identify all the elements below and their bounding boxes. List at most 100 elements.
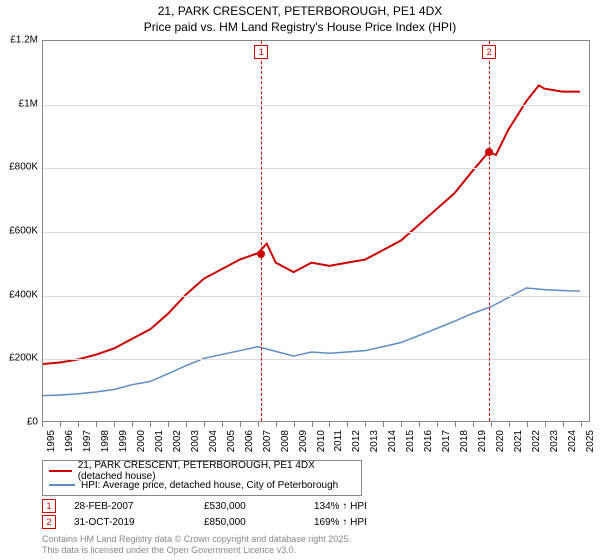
sale-price-2: £850,000 xyxy=(204,517,314,528)
sale-row-2: 2 31-OCT-2019 £850,000 169% ↑ HPI xyxy=(42,514,404,530)
x-tick xyxy=(150,422,151,427)
x-axis-label: 2014 xyxy=(387,430,398,460)
sale-date-1: 28-FEB-2007 xyxy=(74,501,204,512)
x-tick xyxy=(527,422,528,427)
x-axis-label: 2002 xyxy=(172,430,183,460)
chart-svg xyxy=(43,41,589,421)
sale-row-1: 1 28-FEB-2007 £530,000 134% ↑ HPI xyxy=(42,498,404,514)
x-tick xyxy=(473,422,474,427)
x-tick xyxy=(545,422,546,427)
x-axis-label: 2023 xyxy=(549,430,560,460)
y-axis-label: £600K xyxy=(2,226,38,237)
chart-legend: 21, PARK CRESCENT, PETERBOROUGH, PE1 4DX… xyxy=(42,460,362,496)
gridline-h xyxy=(43,296,589,297)
series-property-line xyxy=(43,85,580,364)
x-tick xyxy=(312,422,313,427)
sales-table: 1 28-FEB-2007 £530,000 134% ↑ HPI 2 31-O… xyxy=(42,498,404,530)
x-tick xyxy=(437,422,438,427)
sale-marker-1: 1 xyxy=(42,499,56,513)
x-axis-label: 1995 xyxy=(46,430,57,460)
gridline-h xyxy=(43,359,589,360)
x-axis-label: 2009 xyxy=(298,430,309,460)
x-axis-label: 2008 xyxy=(280,430,291,460)
x-axis-label: 2011 xyxy=(333,430,344,460)
x-tick xyxy=(96,422,97,427)
x-tick xyxy=(365,422,366,427)
x-axis-label: 2020 xyxy=(495,430,506,460)
x-tick xyxy=(294,422,295,427)
legend-swatch-hpi xyxy=(49,484,75,486)
x-axis-label: 2022 xyxy=(531,430,542,460)
sale-hpi-2: 169% ↑ HPI xyxy=(314,517,404,528)
x-tick xyxy=(60,422,61,427)
title-line1: 21, PARK CRESCENT, PETERBOROUGH, PE1 4DX xyxy=(0,4,600,20)
x-tick xyxy=(419,422,420,427)
x-axis-label: 2024 xyxy=(567,430,578,460)
x-axis-label: 1997 xyxy=(82,430,93,460)
x-tick xyxy=(329,422,330,427)
x-axis-label: 2019 xyxy=(477,430,488,460)
x-tick xyxy=(114,422,115,427)
legend-row-hpi: HPI: Average price, detached house, City… xyxy=(49,478,355,492)
x-axis-label: 2013 xyxy=(369,430,380,460)
y-axis-label: £0 xyxy=(2,417,38,428)
sale-dot xyxy=(257,250,265,258)
x-axis-label: 2006 xyxy=(244,430,255,460)
chart-title-block: 21, PARK CRESCENT, PETERBOROUGH, PE1 4DX… xyxy=(0,0,600,35)
x-tick xyxy=(258,422,259,427)
x-tick xyxy=(491,422,492,427)
y-axis-label: £800K xyxy=(2,162,38,173)
y-axis-label: £1M xyxy=(2,98,38,109)
x-tick xyxy=(455,422,456,427)
gridline-h xyxy=(43,105,589,106)
legend-swatch-property xyxy=(49,470,72,472)
copyright-line1: Contains HM Land Registry data © Crown c… xyxy=(42,534,351,545)
x-tick xyxy=(581,422,582,427)
x-axis-label: 1996 xyxy=(64,430,75,460)
x-axis-label: 2012 xyxy=(351,430,362,460)
chart-plot-area: 12 xyxy=(42,40,590,422)
legend-row-property: 21, PARK CRESCENT, PETERBOROUGH, PE1 4DX… xyxy=(49,464,355,478)
x-tick xyxy=(168,422,169,427)
x-tick xyxy=(42,422,43,427)
sale-dot xyxy=(485,148,493,156)
x-axis-label: 2015 xyxy=(405,430,416,460)
x-tick xyxy=(383,422,384,427)
x-axis-label: 1999 xyxy=(118,430,129,460)
x-tick xyxy=(401,422,402,427)
x-tick xyxy=(563,422,564,427)
copyright-line2: This data is licensed under the Open Gov… xyxy=(42,545,351,556)
x-axis-label: 2018 xyxy=(459,430,470,460)
x-axis-label: 2021 xyxy=(513,430,524,460)
x-axis-label: 2001 xyxy=(154,430,165,460)
title-line2: Price paid vs. HM Land Registry's House … xyxy=(0,20,600,36)
x-tick xyxy=(78,422,79,427)
sale-date-2: 31-OCT-2019 xyxy=(74,517,204,528)
sale-price-1: £530,000 xyxy=(204,501,314,512)
x-axis-label: 2000 xyxy=(136,430,147,460)
x-tick xyxy=(509,422,510,427)
series-hpi-line xyxy=(43,288,580,396)
x-axis-label: 2016 xyxy=(423,430,434,460)
x-tick xyxy=(276,422,277,427)
sale-hpi-1: 134% ↑ HPI xyxy=(314,501,404,512)
sale-marker-vline xyxy=(489,41,490,421)
x-axis-label: 2025 xyxy=(585,430,596,460)
x-axis-label: 2007 xyxy=(262,430,273,460)
copyright-block: Contains HM Land Registry data © Crown c… xyxy=(42,534,351,556)
x-tick xyxy=(240,422,241,427)
x-tick xyxy=(347,422,348,427)
x-tick xyxy=(186,422,187,427)
legend-label-hpi: HPI: Average price, detached house, City… xyxy=(81,480,338,491)
y-axis-label: £200K xyxy=(2,353,38,364)
x-tick xyxy=(204,422,205,427)
gridline-h xyxy=(43,232,589,233)
x-axis-label: 2003 xyxy=(190,430,201,460)
x-axis-label: 2010 xyxy=(316,430,327,460)
sale-marker-box: 1 xyxy=(254,45,268,59)
x-axis-label: 2005 xyxy=(226,430,237,460)
x-tick xyxy=(222,422,223,427)
y-axis-label: £1.2M xyxy=(2,35,38,46)
x-tick xyxy=(132,422,133,427)
gridline-h xyxy=(43,168,589,169)
